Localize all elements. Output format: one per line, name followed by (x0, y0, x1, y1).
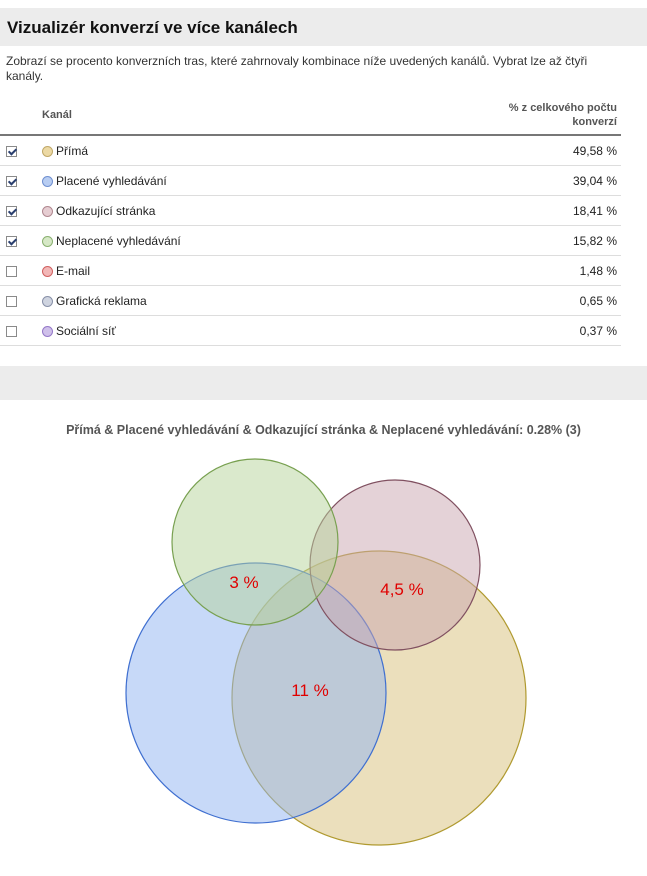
venn-circle[interactable] (309, 479, 481, 651)
channel-label: Přímá (56, 143, 89, 158)
channel-checkbox[interactable] (6, 265, 17, 277)
table-row: E-mail 1,48 % (0, 255, 621, 286)
channel-percent: 1,48 % (362, 255, 621, 286)
channel-cell: Sociální síť (42, 315, 363, 346)
channel-cell: Placené vyhledávání (42, 165, 363, 196)
checkbox-cell (0, 135, 42, 166)
checkbox-cell (0, 255, 42, 286)
checkbox-cell (0, 285, 42, 316)
venn-overlap-label: 11 % (291, 681, 329, 700)
channel-percent: 0,65 % (362, 285, 621, 316)
channel-table: Kanál % z celkového počtu konverzí Přímá… (0, 96, 621, 346)
page-title: Vizualizér konverzí ve více kanálech (7, 18, 298, 37)
channel-color-dot-icon (42, 175, 53, 187)
channel-label: Grafická reklama (56, 293, 147, 308)
channel-checkbox[interactable] (6, 235, 17, 247)
channel-checkbox[interactable] (6, 205, 17, 217)
channel-color-dot-icon (42, 295, 53, 307)
channel-cell: Přímá (42, 135, 363, 166)
channel-percent: 18,41 % (362, 195, 621, 226)
channel-percent: 39,04 % (362, 165, 621, 196)
checkbox-cell (0, 195, 42, 226)
channel-label: Odkazující stránka (56, 203, 156, 218)
header-percent: % z celkového počtu konverzí (362, 96, 621, 136)
section-divider (0, 366, 647, 400)
channel-checkbox[interactable] (6, 145, 17, 157)
header-channel: Kanál (42, 96, 363, 136)
table-row: Přímá 49,58 % (0, 135, 621, 166)
checkbox-cell (0, 315, 42, 346)
channel-cell: E-mail (42, 255, 363, 286)
channel-color-dot-icon (42, 265, 53, 277)
venn-overlap-label: 4,5 % (380, 580, 423, 599)
channel-percent: 15,82 % (362, 225, 621, 256)
table-row: Placené vyhledávání 39,04 % (0, 165, 621, 196)
header-checkbox-column (0, 96, 42, 136)
venn-overlap-label: 3 % (229, 573, 258, 592)
channel-checkbox[interactable] (6, 295, 17, 307)
checkbox-cell (0, 165, 42, 196)
channel-color-dot-icon (42, 145, 53, 157)
header-percent-line1: % z celkového počtu (508, 102, 617, 114)
table-row: Odkazující stránka 18,41 % (0, 195, 621, 226)
channel-cell: Grafická reklama (42, 285, 363, 316)
channel-checkbox[interactable] (6, 175, 17, 187)
channel-checkbox[interactable] (6, 325, 17, 337)
channel-label: Neplacené vyhledávání (56, 233, 181, 248)
channel-cell: Neplacené vyhledávání (42, 225, 363, 256)
channel-color-dot-icon (42, 235, 53, 247)
table-header-row: Kanál % z celkového počtu konverzí (0, 96, 621, 136)
table-row: Sociální síť 0,37 % (0, 315, 621, 346)
venn-caption: Přímá & Placené vyhledávání & Odkazující… (66, 423, 581, 437)
venn-diagram: 3 % 4,5 % 11 % (125, 458, 527, 846)
channel-color-dot-icon (42, 325, 53, 337)
table-row: Grafická reklama 0,65 % (0, 285, 621, 316)
channel-percent: 49,58 % (362, 135, 621, 166)
description-text: Zobrazí se procento konverzních tras, kt… (6, 54, 588, 83)
header-bar: Vizualizér konverzí ve více kanálech (0, 8, 647, 46)
channel-color-dot-icon (42, 205, 53, 217)
header-percent-line2: konverzí (572, 116, 617, 128)
checkbox-cell (0, 225, 42, 256)
channel-percent: 0,37 % (362, 315, 621, 346)
venn-circle[interactable] (171, 458, 339, 626)
table-row: Neplacené vyhledávání 15,82 % (0, 225, 621, 256)
channel-label: Sociální síť (56, 323, 116, 338)
channel-label: E-mail (56, 263, 91, 278)
channel-cell: Odkazující stránka (42, 195, 363, 226)
channel-label: Placené vyhledávání (56, 173, 167, 188)
